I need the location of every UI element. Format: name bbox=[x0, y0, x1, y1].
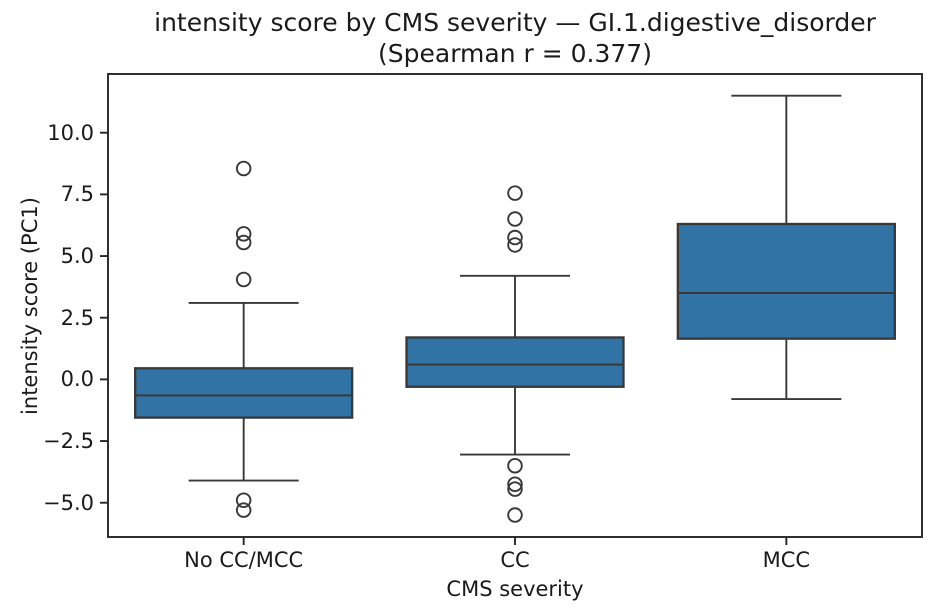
y-axis-label: intensity score (PC1) bbox=[18, 197, 42, 415]
outlier-marker bbox=[507, 237, 523, 253]
iqr-box bbox=[676, 222, 896, 340]
outlier-marker bbox=[235, 234, 252, 251]
outlier-marker bbox=[507, 507, 523, 523]
x-tick-label: CC bbox=[500, 548, 530, 572]
y-tick-label: 2.5 bbox=[60, 305, 94, 330]
outlier-marker bbox=[507, 229, 523, 246]
outlier-marker bbox=[235, 271, 252, 288]
y-tick-label: 10.0 bbox=[47, 120, 94, 145]
outlier-marker bbox=[507, 211, 523, 227]
chart-title-line1: intensity score by CMS severity — GI.1.d… bbox=[154, 8, 876, 37]
y-tick-label: −5.0 bbox=[43, 490, 94, 515]
outlier-marker bbox=[235, 160, 252, 177]
outlier-marker bbox=[235, 226, 252, 242]
x-tick-label: MCC bbox=[762, 548, 811, 572]
outlier-marker bbox=[507, 476, 523, 492]
y-tick-label: 7.5 bbox=[60, 182, 94, 207]
outlier-marker bbox=[235, 502, 252, 518]
x-axis-label: CMS severity bbox=[446, 577, 584, 601]
iqr-box bbox=[405, 336, 625, 388]
y-tick-label: 5.0 bbox=[60, 244, 94, 269]
outlier-marker bbox=[507, 457, 523, 474]
y-tick-label: 0.0 bbox=[60, 367, 94, 392]
x-tick-label: No CC/MCC bbox=[184, 548, 304, 572]
outlier-marker bbox=[507, 481, 523, 497]
outlier-marker bbox=[235, 492, 252, 508]
chart-title-line2: (Spearman r = 0.377) bbox=[378, 39, 652, 68]
iqr-box bbox=[134, 367, 354, 419]
chart-title: intensity score by CMS severity — GI.1.d… bbox=[154, 7, 876, 69]
y-tick-label: −2.5 bbox=[43, 429, 94, 454]
outlier-marker bbox=[507, 185, 523, 201]
